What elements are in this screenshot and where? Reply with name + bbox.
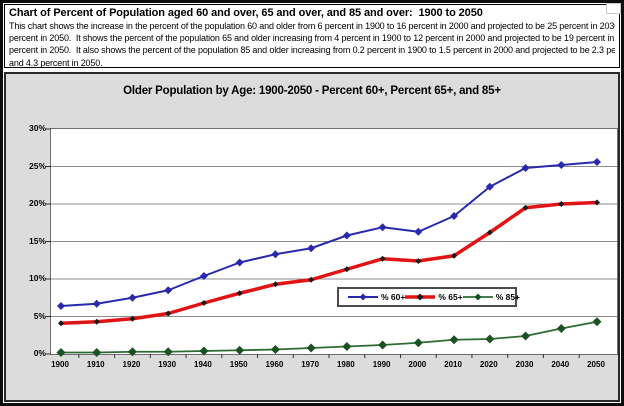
- data-point-marker: [379, 255, 386, 262]
- data-point-marker: [557, 161, 566, 169]
- data-point-marker: [270, 345, 280, 354]
- data-point-marker: [235, 345, 245, 355]
- y-axis-label: 25%: [28, 160, 46, 171]
- header-box: Chart of Percent of Population aged 60 a…: [4, 4, 620, 68]
- y-axis-label: 30%: [28, 123, 46, 133]
- data-point-marker: [308, 276, 315, 283]
- data-point-marker: [272, 281, 279, 288]
- legend: % 60+ % 65+ % 85+: [337, 287, 521, 307]
- data-point-marker: [200, 300, 207, 306]
- x-axis-label: 1950: [229, 360, 248, 369]
- data-point-marker: [592, 317, 602, 327]
- data-point-marker: [127, 347, 137, 357]
- data-point-marker: [556, 324, 566, 333]
- legend-label: % 85+: [495, 292, 521, 302]
- x-axis-label: 1970: [301, 360, 320, 369]
- x-axis-label: 2030: [515, 360, 534, 369]
- data-point-marker: [594, 199, 600, 206]
- description-line-3: percent in 2050. It also shows the perce…: [9, 45, 615, 56]
- data-point-marker: [307, 244, 316, 253]
- data-point-marker: [58, 320, 64, 327]
- data-point-marker: [57, 302, 65, 310]
- data-point-marker: [558, 201, 565, 207]
- data-point-marker: [521, 331, 531, 341]
- y-axis-label: 20%: [28, 198, 46, 208]
- data-point-marker: [486, 229, 493, 236]
- legend-entry-65: % 65+: [405, 292, 463, 302]
- spreadsheet-cell-artifact: [606, 3, 621, 14]
- data-point-marker: [378, 340, 388, 350]
- data-point-marker: [378, 223, 387, 232]
- x-axis-label: 2050: [587, 360, 605, 369]
- y-axis-label: 0%: [33, 348, 46, 358]
- y-axis: 30% 25% 20% 15% 10% 5% 0%: [10, 123, 46, 358]
- data-point-marker: [92, 299, 101, 308]
- data-point-marker: [593, 158, 601, 166]
- series-line-65: [60, 200, 598, 325]
- data-point-marker: [342, 342, 352, 351]
- chart-area: Older Population by Age: 1900-2050 - Per…: [4, 72, 620, 402]
- y-axis-label: 15%: [28, 235, 46, 246]
- y-axis-label: 10%: [28, 273, 46, 283]
- description-line-2: percent in 2050. It shows the percent of…: [9, 33, 615, 44]
- data-point-marker: [414, 227, 423, 236]
- data-point-marker: [93, 318, 100, 325]
- data-point-marker: [415, 258, 422, 264]
- x-axis-label: 2020: [479, 360, 498, 369]
- legend-label: % 60+: [381, 292, 406, 302]
- description-line-1: This chart shows the increase in the per…: [9, 21, 615, 31]
- x-axis-label: 1930: [158, 360, 177, 369]
- data-point-marker: [199, 346, 209, 356]
- legend-line-marker-icon: [462, 293, 493, 301]
- x-axis-label: 2000: [408, 360, 427, 369]
- plot-area: [46, 128, 618, 358]
- x-axis-label: 1900: [51, 360, 69, 369]
- x-axis-label: 1940: [194, 360, 212, 369]
- data-point-marker: [199, 272, 208, 280]
- chart-title: Older Population by Age: 1900-2050 - Per…: [123, 85, 501, 97]
- x-axis-label: 1960: [265, 360, 284, 369]
- legend-entry-60: % 60+: [348, 292, 405, 302]
- data-point-marker: [56, 348, 66, 357]
- data-point-marker: [128, 293, 137, 302]
- data-point-marker: [485, 334, 495, 344]
- data-point-marker: [449, 335, 459, 345]
- description-line-4: and 4.3 percent in 2050.: [9, 57, 103, 68]
- series-line-60: [60, 161, 598, 307]
- page-title: Chart of Percent of Population aged 60 a…: [9, 7, 483, 19]
- legend-line-marker-icon: [405, 293, 436, 301]
- data-point-marker: [92, 348, 102, 357]
- data-point-marker: [451, 252, 458, 259]
- series-line-85: [61, 320, 598, 354]
- x-axis-label: 2010: [444, 360, 462, 369]
- data-point-marker: [485, 182, 494, 191]
- data-point-marker: [163, 347, 173, 357]
- data-point-marker: [342, 231, 351, 240]
- data-point-marker: [413, 338, 423, 348]
- data-point-marker: [343, 266, 350, 273]
- data-point-marker: [235, 258, 244, 267]
- legend-line-marker-icon: [348, 293, 378, 301]
- data-point-marker: [521, 164, 530, 172]
- x-axis-label: 1990: [372, 360, 391, 369]
- x-axis-label: 1920: [122, 360, 141, 369]
- y-axis-label: 5%: [33, 310, 46, 321]
- data-point-marker: [522, 204, 529, 211]
- legend-entry-85: % 85+: [462, 292, 521, 302]
- data-point-marker: [271, 250, 280, 259]
- legend-label: % 65+: [438, 292, 463, 302]
- data-point-marker: [129, 315, 136, 322]
- x-axis-label: 1980: [336, 360, 355, 369]
- x-axis-label: 1910: [86, 360, 105, 369]
- x-axis: 1900 1910 1920 1930 1940 1950 1960 1970 1980 1990…: [50, 360, 618, 372]
- plot-svg: [46, 128, 617, 358]
- data-point-marker: [306, 343, 316, 353]
- data-point-marker: [164, 286, 173, 295]
- data-point-marker: [450, 212, 459, 220]
- x-axis-label: 2040: [551, 360, 570, 369]
- data-point-marker: [165, 310, 172, 317]
- data-point-marker: [236, 290, 243, 297]
